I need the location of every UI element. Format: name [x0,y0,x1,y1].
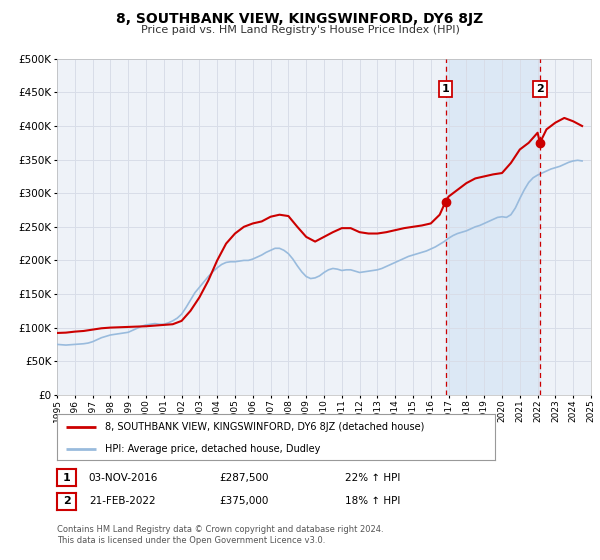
Text: £287,500: £287,500 [219,473,269,483]
Text: 2: 2 [63,496,70,506]
Text: 18% ↑ HPI: 18% ↑ HPI [345,496,400,506]
Text: £375,000: £375,000 [219,496,268,506]
Text: 22% ↑ HPI: 22% ↑ HPI [345,473,400,483]
Text: Contains HM Land Registry data © Crown copyright and database right 2024.
This d: Contains HM Land Registry data © Crown c… [57,525,383,545]
Text: 21-FEB-2022: 21-FEB-2022 [89,496,155,506]
Text: 1: 1 [63,473,70,483]
Text: Price paid vs. HM Land Registry's House Price Index (HPI): Price paid vs. HM Land Registry's House … [140,25,460,35]
Text: 8, SOUTHBANK VIEW, KINGSWINFORD, DY6 8JZ (detached house): 8, SOUTHBANK VIEW, KINGSWINFORD, DY6 8JZ… [105,422,425,432]
Text: 03-NOV-2016: 03-NOV-2016 [89,473,158,483]
Text: 8, SOUTHBANK VIEW, KINGSWINFORD, DY6 8JZ: 8, SOUTHBANK VIEW, KINGSWINFORD, DY6 8JZ [116,12,484,26]
Text: 1: 1 [442,84,449,94]
Text: HPI: Average price, detached house, Dudley: HPI: Average price, detached house, Dudl… [105,444,320,454]
Bar [446,59,540,395]
Text: 2: 2 [536,84,544,94]
